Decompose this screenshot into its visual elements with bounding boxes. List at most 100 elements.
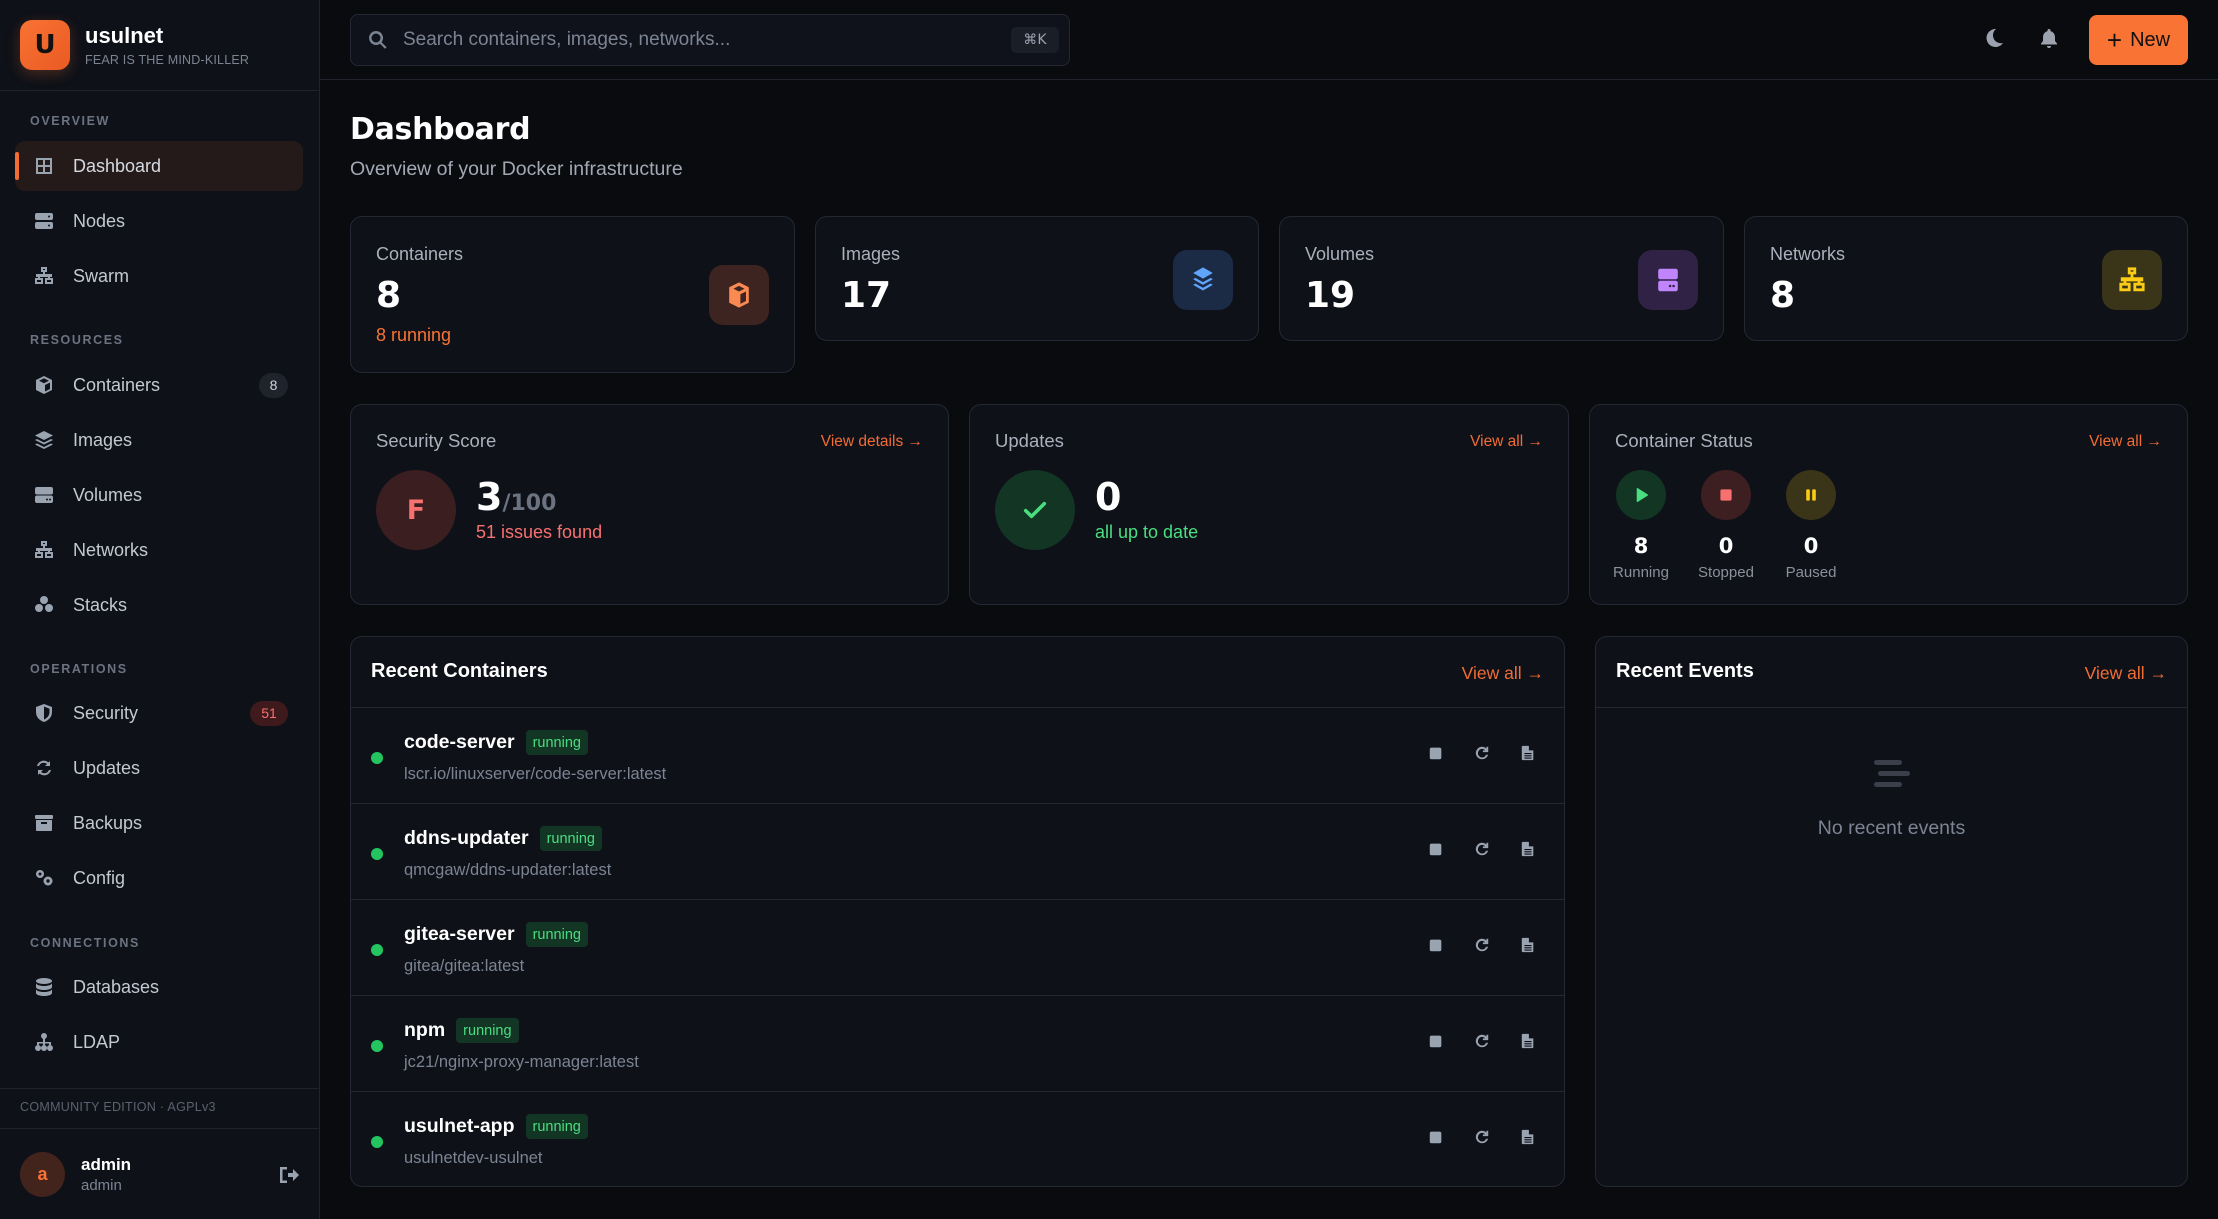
search-bar[interactable]: ⌘K xyxy=(350,14,1070,66)
logout-icon[interactable] xyxy=(278,1164,300,1186)
stop-button[interactable] xyxy=(1428,1128,1444,1146)
sidebar-item-updates[interactable]: Updates xyxy=(15,743,303,793)
status-stopped[interactable]: 0 Stopped xyxy=(1696,470,1756,581)
stat-sub: 8 running xyxy=(376,325,452,345)
file-text-icon xyxy=(1521,1129,1534,1145)
database-icon xyxy=(33,976,55,998)
sidebar-item-label: Updates xyxy=(73,757,141,778)
sidebar-item-ldap[interactable]: LDAP xyxy=(15,1017,303,1067)
sidebar-item-swarm[interactable]: Swarm xyxy=(15,251,303,301)
stop-button[interactable] xyxy=(1428,1032,1444,1050)
sidebar-item-dashboard[interactable]: Dashboard xyxy=(15,141,303,191)
logs-button[interactable] xyxy=(1520,1032,1536,1050)
container-name[interactable]: gitea-server xyxy=(404,923,515,945)
sidebar-item-networks[interactable]: Networks xyxy=(15,525,303,575)
table-row[interactable]: code-server running lscr.io/linuxserver/c… xyxy=(351,708,1564,804)
view-all-containers-link[interactable]: View all → xyxy=(1461,663,1544,683)
sidebar-item-label: Backups xyxy=(73,812,143,833)
sidebar-item-config[interactable]: Config xyxy=(15,853,303,903)
sidebar-item-nodes[interactable]: Nodes xyxy=(15,196,303,246)
sidebar-item-label: Networks xyxy=(73,539,149,560)
empty-state: No recent events xyxy=(1596,757,2187,840)
network-icon xyxy=(33,265,55,287)
sidebar-item-stacks[interactable]: Stacks xyxy=(15,580,303,630)
logs-button[interactable] xyxy=(1520,744,1536,762)
container-name[interactable]: code-server xyxy=(404,731,515,753)
hard-drive-icon xyxy=(1638,250,1698,310)
sitemap-icon xyxy=(33,1031,55,1053)
restart-button[interactable] xyxy=(1474,1032,1490,1050)
table-row[interactable]: npm running jc21/nginx-proxy-manager:late… xyxy=(351,996,1564,1092)
container-name[interactable]: npm xyxy=(404,1019,446,1041)
sidebar-item-label: Containers xyxy=(73,374,161,395)
stat-card-containers[interactable]: Containers 8 8 running xyxy=(350,216,795,373)
moon-icon[interactable] xyxy=(1983,27,2007,51)
edition-label: COMMUNITY EDITION · AGPLv3 xyxy=(20,1100,216,1114)
stop-icon xyxy=(1429,1131,1442,1144)
avatar[interactable]: a xyxy=(20,1152,65,1197)
sidebar: U usulnet FEAR IS THE MIND-KILLER OVERVI… xyxy=(0,0,320,1219)
paused-label: Paused xyxy=(1785,564,1837,581)
stopped-label: Stopped xyxy=(1698,564,1754,581)
container-name[interactable]: ddns-updater xyxy=(404,827,529,849)
view-all-events-link[interactable]: View all → xyxy=(2084,663,2167,683)
bell-icon[interactable] xyxy=(2038,27,2062,51)
new-button[interactable]: + New xyxy=(2089,15,2188,65)
stopped-count: 0 xyxy=(1718,534,1734,558)
restart-button[interactable] xyxy=(1474,744,1490,762)
sidebar-item-label: Images xyxy=(73,429,133,450)
stat-card-images[interactable]: Images 17 xyxy=(815,216,1259,341)
logs-button[interactable] xyxy=(1520,1128,1536,1146)
sidebar-item-databases[interactable]: Databases xyxy=(15,962,303,1012)
restart-button[interactable] xyxy=(1474,1128,1490,1146)
search-input[interactable] xyxy=(403,29,1011,51)
cube-icon xyxy=(709,265,769,325)
status-badge: running xyxy=(525,922,588,947)
stat-label: Containers xyxy=(376,244,464,264)
container-image: lscr.io/linuxserver/code-server:latest xyxy=(404,765,667,783)
brand-logo[interactable]: U xyxy=(20,20,70,70)
stat-card-volumes[interactable]: Volumes 19 xyxy=(1279,216,1724,341)
sidebar-item-containers[interactable]: Containers 8 xyxy=(15,360,303,410)
table-row[interactable]: ddns-updater running qmcgaw/ddns-updater:… xyxy=(351,804,1564,900)
updates-count: 0 xyxy=(1095,475,1122,519)
sidebar-item-volumes[interactable]: Volumes xyxy=(15,470,303,520)
security-score-card: Security Score View details → F 3/100 51… xyxy=(350,404,949,605)
table-row[interactable]: usulnet-app running usulnetdev-usulnet xyxy=(351,1092,1564,1186)
sidebar-item-backups[interactable]: Backups xyxy=(15,798,303,848)
stat-card-networks[interactable]: Networks 8 xyxy=(1744,216,2188,341)
sidebar-item-images[interactable]: Images xyxy=(15,415,303,465)
sidebar-item-security[interactable]: Security 51 xyxy=(15,688,303,738)
network-icon xyxy=(2102,250,2162,310)
list-header: Recent Containers View all → xyxy=(351,637,1564,708)
view-all-updates-link[interactable]: View all → xyxy=(1470,433,1543,450)
container-image: gitea/gitea:latest xyxy=(404,957,525,975)
status-dot xyxy=(371,1040,383,1052)
empty-message: No recent events xyxy=(1817,817,1966,839)
list-icon xyxy=(1872,757,1912,791)
restart-button[interactable] xyxy=(1474,936,1490,954)
view-all-status-link[interactable]: View all → xyxy=(2089,433,2162,450)
restart-button[interactable] xyxy=(1474,840,1490,858)
stop-button[interactable] xyxy=(1428,936,1444,954)
status-paused[interactable]: 0 Paused xyxy=(1781,470,1841,581)
logs-button[interactable] xyxy=(1520,936,1536,954)
stop-button[interactable] xyxy=(1428,744,1444,762)
restart-icon xyxy=(1475,1034,1489,1048)
grade-letter: F xyxy=(406,494,426,526)
check-icon xyxy=(995,470,1075,550)
view-details-link[interactable]: View details → xyxy=(820,433,923,450)
stop-button[interactable] xyxy=(1428,840,1444,858)
panel-title: Container Status xyxy=(1615,430,1753,451)
updates-card: Updates View all → 0 all up to date xyxy=(969,404,1569,605)
stat-value: 8 xyxy=(1770,275,1796,316)
table-row[interactable]: gitea-server running gitea/gitea:latest xyxy=(351,900,1564,996)
status-dot xyxy=(371,944,383,956)
page-subtitle: Overview of your Docker infrastructure xyxy=(350,158,683,180)
container-name[interactable]: usulnet-app xyxy=(404,1115,515,1137)
file-text-icon xyxy=(1521,1033,1534,1049)
status-running[interactable]: 8 Running xyxy=(1611,470,1671,581)
logs-button[interactable] xyxy=(1520,840,1536,858)
server-icon xyxy=(33,210,55,232)
section-resources: RESOURCES xyxy=(30,333,124,347)
